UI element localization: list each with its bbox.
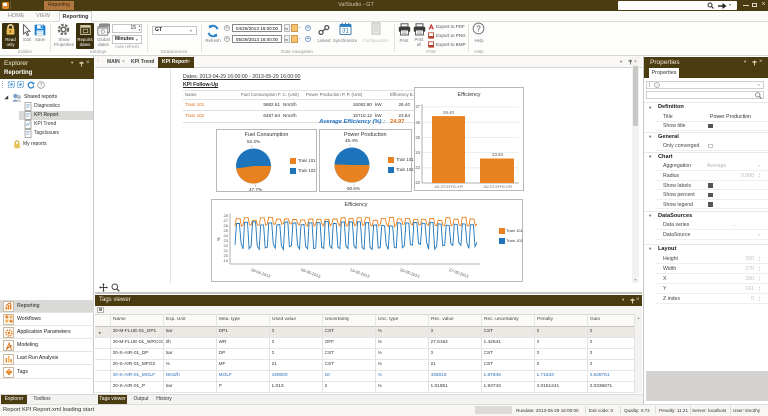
svg-text:?: ?: [656, 84, 658, 88]
svg-text:?: ?: [39, 82, 42, 88]
svg-text:?: ?: [476, 24, 481, 33]
svg-text:31: 31: [342, 29, 349, 35]
